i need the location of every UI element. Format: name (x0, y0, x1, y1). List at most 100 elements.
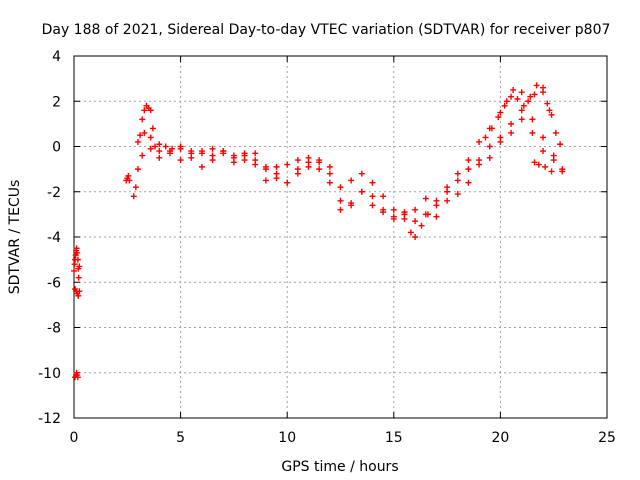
data-point (139, 116, 146, 123)
data-point (348, 177, 355, 184)
data-point (294, 157, 301, 164)
data-point (369, 202, 376, 209)
data-point (548, 111, 555, 118)
y-tick-label: -2 (47, 185, 61, 201)
data-point (540, 89, 547, 96)
data-point (369, 193, 376, 200)
data-point (147, 107, 154, 114)
data-point (412, 206, 419, 213)
data-point (412, 234, 419, 240)
data-point (326, 163, 333, 170)
data-point (125, 172, 132, 179)
data-point (162, 143, 169, 150)
grid (74, 56, 607, 418)
data-point (422, 211, 429, 218)
data-point (156, 154, 163, 161)
data-point (533, 82, 540, 89)
data-point (262, 163, 269, 170)
data-point (465, 157, 472, 164)
data-point (156, 148, 163, 155)
series-track-b (134, 107, 566, 220)
x-tick-label: 20 (491, 430, 509, 446)
data-point (527, 93, 534, 100)
series-late-excursions (482, 82, 555, 175)
data-point (137, 132, 144, 139)
y-tick-label: 4 (52, 49, 61, 65)
data-point (444, 188, 451, 195)
data-point (557, 141, 564, 148)
data-point (147, 134, 154, 141)
data-point (262, 177, 269, 184)
data-point (540, 134, 547, 141)
data-point (476, 138, 483, 145)
data-point (252, 150, 259, 157)
data-point (316, 157, 323, 164)
data-point (75, 292, 82, 299)
data-point (156, 141, 163, 148)
data-point (501, 102, 508, 109)
data-point (542, 163, 549, 170)
data-point (177, 157, 184, 164)
y-tick-label: -4 (47, 230, 61, 246)
data-point (486, 154, 493, 161)
data-point (412, 218, 419, 225)
data-point (132, 184, 139, 191)
series-early-scatter (71, 245, 83, 381)
data-point (75, 274, 82, 281)
data-point (76, 288, 83, 295)
data-point (348, 200, 355, 207)
data-point (390, 206, 397, 213)
data-point (74, 249, 81, 256)
data-point (548, 168, 555, 175)
data-point (134, 138, 141, 145)
x-tick-labels: 0 5 10 15 20 25 (70, 430, 616, 446)
data-point (252, 157, 259, 164)
data-point (139, 152, 146, 159)
data-point (188, 148, 195, 155)
data-point (529, 129, 536, 136)
data-point (508, 129, 515, 136)
axis-ticks (73, 55, 608, 419)
data-point (166, 148, 173, 155)
data-point (130, 193, 137, 200)
data-point (486, 143, 493, 150)
data-point (465, 179, 472, 186)
data-point (380, 209, 387, 216)
data-point (407, 229, 414, 236)
data-point (497, 138, 504, 145)
data-point (482, 134, 489, 141)
data-point (422, 195, 429, 202)
data-point (316, 166, 323, 173)
data-point (380, 193, 387, 200)
data-point (559, 168, 566, 175)
chart-title: Day 188 of 2021, Sidereal Day-to-day VTE… (42, 22, 611, 38)
x-axis-label: GPS time / hours (281, 459, 398, 475)
data-point (488, 125, 495, 132)
data-point (476, 161, 483, 168)
data-point (126, 177, 133, 184)
data-point (294, 166, 301, 173)
data-point (390, 215, 397, 222)
data-point (418, 222, 425, 229)
data-point (273, 170, 280, 177)
x-tick-label: 25 (598, 430, 616, 446)
data-point (134, 166, 141, 173)
data-point (198, 163, 205, 170)
data-point (188, 154, 195, 161)
data-point (401, 209, 408, 216)
data-point (74, 374, 81, 381)
data-point (529, 116, 536, 123)
data-point (141, 107, 148, 114)
y-tick-label: -8 (47, 321, 61, 337)
data-point (358, 170, 365, 177)
data-point (520, 102, 527, 109)
data-point (454, 191, 461, 198)
y-tick-label: -6 (47, 275, 61, 291)
data-point (518, 89, 525, 96)
x-tick-label: 15 (385, 430, 403, 446)
data-point (177, 145, 184, 152)
data-point (535, 161, 542, 168)
y-tick-labels: 4 2 0 -2 -4 -6 -8 -10 -12 (38, 49, 61, 427)
data-point (546, 107, 553, 114)
data-points (71, 82, 566, 381)
